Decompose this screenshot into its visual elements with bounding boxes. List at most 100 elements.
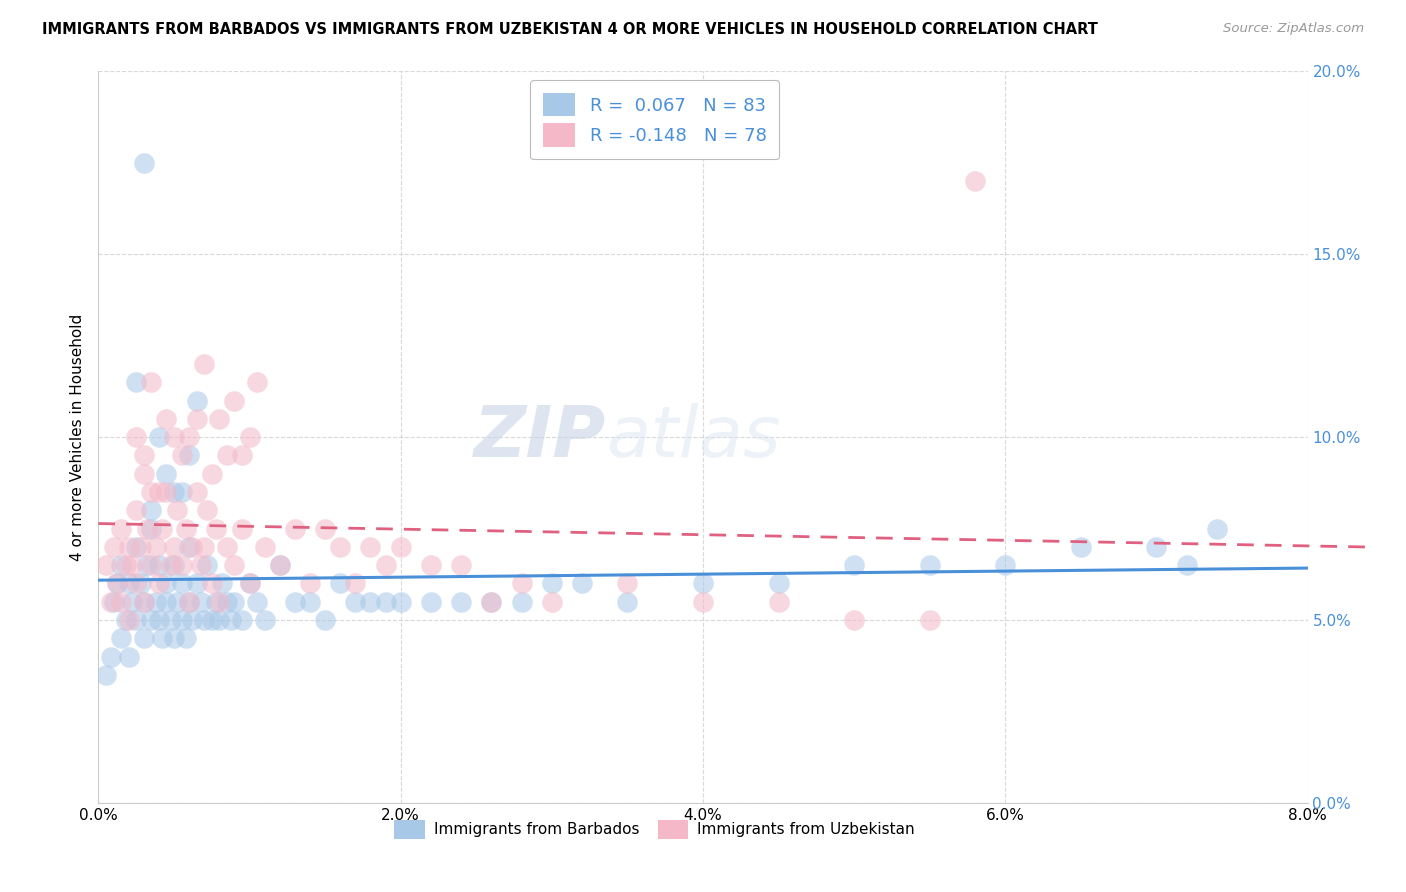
Point <box>148 576 170 591</box>
Point <box>145 540 167 554</box>
Point <box>132 594 155 608</box>
Point <box>208 594 231 608</box>
Point <box>692 594 714 608</box>
Point <box>125 576 148 591</box>
Point <box>768 576 790 591</box>
Point <box>141 485 163 500</box>
Point <box>211 576 233 591</box>
Point <box>181 613 204 627</box>
Point <box>195 558 218 573</box>
Point <box>105 576 128 591</box>
Point <box>163 632 186 646</box>
Point <box>129 540 152 554</box>
Text: atlas: atlas <box>606 402 780 472</box>
Point <box>201 613 224 627</box>
Point <box>231 613 253 627</box>
Text: ZIP: ZIP <box>474 402 606 472</box>
Point <box>129 576 152 591</box>
Point <box>205 594 228 608</box>
Point <box>329 540 352 554</box>
Point <box>163 558 186 573</box>
Point <box>314 613 336 627</box>
Point <box>221 613 243 627</box>
Point <box>132 156 155 170</box>
Y-axis label: 4 or more Vehicles in Household: 4 or more Vehicles in Household <box>69 313 84 561</box>
Point <box>125 613 148 627</box>
Point <box>155 485 177 500</box>
Point <box>166 594 188 608</box>
Point <box>692 576 714 591</box>
Point <box>224 393 246 408</box>
Point <box>155 576 177 591</box>
Point <box>186 412 208 426</box>
Point <box>1070 540 1092 554</box>
Point <box>118 649 141 664</box>
Point <box>125 375 148 389</box>
Point <box>132 632 155 646</box>
Point <box>94 558 117 573</box>
Point <box>344 576 367 591</box>
Point <box>103 594 125 608</box>
Point <box>179 448 201 462</box>
Legend: Immigrants from Barbados, Immigrants from Uzbekistan: Immigrants from Barbados, Immigrants fro… <box>387 813 922 847</box>
Point <box>160 558 183 573</box>
Point <box>965 174 987 188</box>
Point <box>174 632 197 646</box>
Point <box>246 594 269 608</box>
Point <box>100 594 122 608</box>
Point <box>132 594 155 608</box>
Point <box>141 558 163 573</box>
Point <box>253 540 276 554</box>
Point <box>314 521 336 535</box>
Point <box>844 558 866 573</box>
Point <box>141 521 163 535</box>
Point <box>344 594 367 608</box>
Point <box>148 430 170 444</box>
Point <box>450 594 472 608</box>
Point <box>170 558 193 573</box>
Point <box>110 594 132 608</box>
Point <box>239 430 262 444</box>
Point <box>193 357 215 371</box>
Point <box>110 521 132 535</box>
Point <box>141 503 163 517</box>
Point <box>105 576 128 591</box>
Point <box>360 594 382 608</box>
Point <box>284 521 307 535</box>
Point <box>510 594 533 608</box>
Point <box>205 521 228 535</box>
Point <box>231 521 253 535</box>
Point <box>215 594 238 608</box>
Point <box>135 521 157 535</box>
Point <box>186 393 208 408</box>
Point <box>155 412 177 426</box>
Point <box>179 594 201 608</box>
Point <box>239 576 262 591</box>
Point <box>224 558 246 573</box>
Point <box>125 430 148 444</box>
Point <box>540 576 562 591</box>
Point <box>616 576 638 591</box>
Point <box>155 594 177 608</box>
Point <box>148 558 170 573</box>
Point <box>141 375 163 389</box>
Point <box>481 594 503 608</box>
Point <box>170 576 193 591</box>
Point <box>121 594 143 608</box>
Point <box>179 594 201 608</box>
Point <box>616 594 638 608</box>
Point <box>201 467 224 481</box>
Point <box>571 576 593 591</box>
Point <box>166 503 188 517</box>
Point <box>374 594 396 608</box>
Point <box>360 540 382 554</box>
Point <box>132 467 155 481</box>
Point <box>114 558 136 573</box>
Point <box>163 430 186 444</box>
Point <box>94 667 117 681</box>
Point <box>118 576 141 591</box>
Point <box>844 613 866 627</box>
Point <box>540 594 562 608</box>
Point <box>389 594 412 608</box>
Point <box>148 485 170 500</box>
